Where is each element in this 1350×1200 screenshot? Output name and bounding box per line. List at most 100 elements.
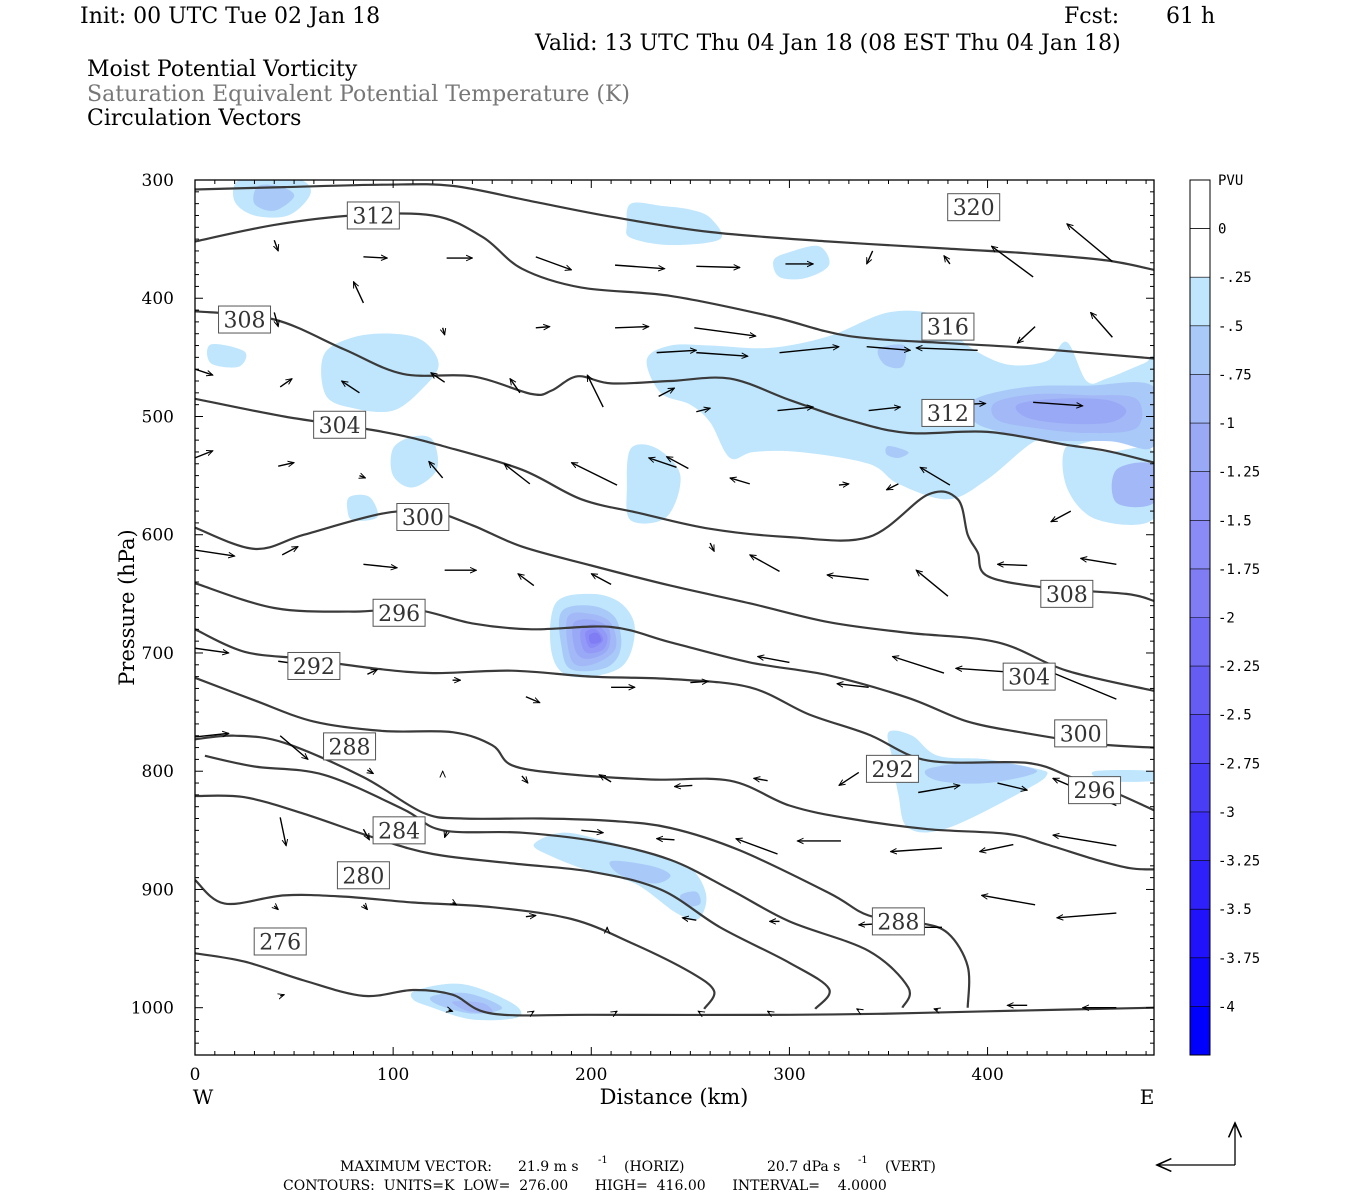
circulation-vector (982, 895, 1036, 906)
colorbar-label: -1.25 (1218, 465, 1260, 481)
colorbar-label: -3.5 (1218, 902, 1252, 918)
colorbar-label: -1.75 (1218, 562, 1260, 578)
circulation-vector (342, 381, 360, 394)
circulation-vector (274, 240, 278, 251)
circulation-vector (866, 346, 911, 351)
y-tick-label: 300 (142, 171, 174, 191)
contour-label-box (921, 398, 975, 427)
pv-region (885, 445, 909, 458)
contour-label: 296 (1074, 779, 1116, 804)
colorbar-swatch (1190, 1006, 1210, 1055)
theta-es-contour-line (195, 952, 1154, 1017)
y-tick-label: 700 (142, 644, 174, 664)
contour-label-box (1068, 776, 1122, 805)
circulation-vector (827, 575, 869, 581)
circulation-vector (1033, 401, 1083, 406)
circulation-vector (525, 696, 540, 704)
colorbar-swatch (1190, 957, 1210, 1007)
circulation-vector (274, 906, 278, 910)
circulation-vector (1057, 912, 1117, 918)
reference-vector (1157, 1123, 1235, 1165)
contour-label: 312 (352, 204, 394, 229)
circulation-vector (857, 1009, 859, 1010)
circulation-vector (535, 327, 550, 328)
circulation-vector (696, 408, 710, 412)
circulation-vector (195, 451, 213, 459)
circulation-vector (997, 782, 1027, 790)
theta-es-contour-line (195, 582, 1154, 749)
x-west-label: W (193, 1085, 214, 1109)
circulation-vector (1017, 326, 1036, 344)
circulation-vector (934, 1009, 938, 1010)
circulation-vector (363, 563, 397, 568)
theta-es-contour-line (195, 397, 1154, 602)
contour-label: 280 (342, 864, 384, 889)
colorbar-label: -1 (1218, 416, 1235, 432)
x-east-label: E (1140, 1085, 1155, 1109)
circulation-vector (1091, 312, 1113, 338)
theta-es-contour-line (195, 310, 1154, 464)
circulation-vector (1051, 510, 1072, 523)
circulation-vector (730, 478, 750, 485)
colorbar-swatch (1190, 374, 1210, 424)
contour-label: 312 (927, 402, 969, 427)
colorbar-swatch (1189, 179, 1211, 229)
circulation-vector (195, 549, 235, 556)
max-vector-horiz: 21.9 m s (518, 1159, 579, 1175)
x-tick-label: 300 (773, 1065, 805, 1085)
circulation-vector (281, 545, 298, 556)
contour-label-box (336, 861, 390, 890)
circulation-vector (690, 681, 708, 682)
pv-region (346, 494, 378, 521)
colorbar-label: 0 (1218, 222, 1226, 238)
circulation-vector (280, 995, 284, 996)
circulation-vector (656, 350, 697, 352)
contour-labels: 320 316 312 312 308 308 304 304 300 300 296 296 292 2… (218, 193, 1122, 956)
colorbar-swatch (1190, 568, 1210, 618)
colorbar-label: -2 (1218, 611, 1235, 627)
circulation-vector (278, 463, 294, 467)
pv-region (321, 333, 439, 413)
contour-label: 308 (224, 309, 266, 334)
contour-label: 292 (293, 655, 335, 680)
colorbar-swatch (1190, 860, 1210, 910)
x-tick-label: 100 (377, 1065, 409, 1085)
circulation-vector (518, 574, 535, 587)
circulation-vector (429, 461, 444, 479)
field-title-mpv: Moist Potential Vorticity (87, 57, 358, 82)
pv-shading (206, 180, 1154, 1021)
pv-region (609, 860, 671, 884)
circulation-vector (675, 785, 693, 786)
theta-es-contour-line (204, 754, 911, 1009)
colorbar-label: -1.5 (1218, 513, 1252, 529)
circulation-vector (777, 407, 814, 412)
theta-es-contour-line (195, 879, 716, 1010)
circulation-vector (698, 1011, 700, 1012)
circulation-vector (887, 483, 899, 491)
x-axis-title: Distance (km) (600, 1085, 749, 1109)
circulation-vector (195, 733, 229, 738)
y-tick-label: 800 (142, 762, 174, 782)
circulation-vector (750, 554, 780, 572)
contour-label-box (346, 201, 400, 230)
contour-label: 316 (927, 316, 969, 341)
contour-label-box (323, 732, 377, 761)
circulation-vector (363, 905, 367, 910)
circulation-vector (525, 915, 536, 916)
circulation-vector (195, 647, 229, 653)
colorbar-swatch (1190, 325, 1210, 375)
colorbar-swatch (1190, 666, 1210, 715)
circulation-vector (649, 458, 677, 468)
contour-label: 288 (877, 910, 919, 935)
circulation-vector (956, 668, 1008, 673)
circulation-vector (758, 657, 790, 664)
pv-region (1015, 398, 1127, 425)
circulation-vector (521, 775, 528, 783)
footer-text: MAXIMUM VECTOR: 21.9 m s -1 (HORIZ) 20.7 dPa… (283, 1155, 936, 1194)
x-tick-label: 400 (971, 1065, 1003, 1085)
pv-region (588, 632, 602, 644)
circulation-vector (615, 327, 649, 328)
circulation-vector (581, 830, 603, 832)
axis-ticks (194, 179, 1154, 1056)
colorbar-label: -3.75 (1218, 951, 1260, 967)
